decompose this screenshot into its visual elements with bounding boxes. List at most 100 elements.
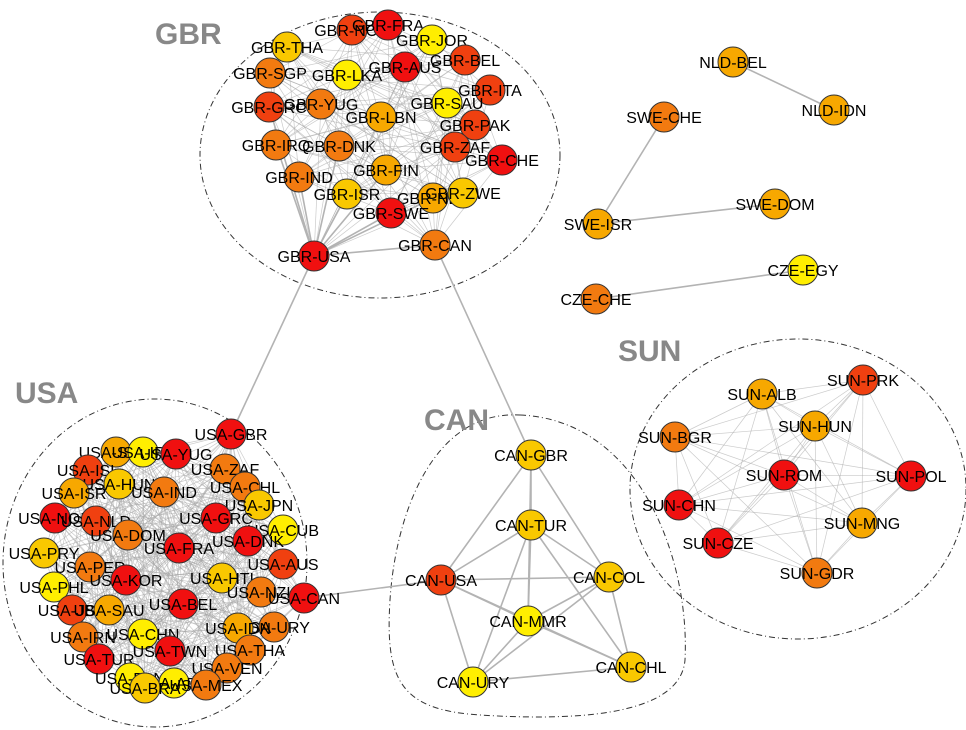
edge-can-gbr-can-col bbox=[530, 454, 610, 578]
node-circle bbox=[512, 605, 544, 637]
mesh-edge-gbr bbox=[298, 176, 436, 246]
node-circle bbox=[190, 669, 222, 701]
mesh-edge-gbr bbox=[380, 116, 464, 194]
node-usa-irl: USA-IRL bbox=[111, 436, 175, 468]
node-sun-prk: SUN-PRK bbox=[827, 364, 899, 396]
node-circle bbox=[801, 557, 833, 589]
mesh-edge-usa bbox=[129, 597, 305, 679]
node-circle bbox=[160, 438, 192, 470]
node-gbr-ind: GBR-IND bbox=[265, 161, 333, 193]
group-title-gbr: GBR bbox=[155, 18, 222, 51]
mesh-edge-usa bbox=[54, 517, 127, 581]
mesh-edge-gbr bbox=[390, 102, 448, 214]
node-circle bbox=[331, 178, 363, 210]
mesh-edge-gbr bbox=[298, 102, 448, 178]
mesh-edge-sun bbox=[861, 379, 864, 524]
node-usa-hti: USA-HTI bbox=[190, 562, 254, 594]
node-sun-chn: SUN-CHN bbox=[642, 489, 716, 521]
node-label: NLD-BEL bbox=[699, 55, 767, 72]
mesh-edge-gbr bbox=[275, 116, 382, 146]
mesh-edge-gbr bbox=[338, 145, 436, 246]
node-can-usa: CAN-USA bbox=[405, 564, 477, 596]
mesh-edge-gbr bbox=[286, 24, 389, 48]
node-circle bbox=[209, 453, 241, 485]
node-label: GBR-ISR bbox=[314, 187, 381, 204]
node-label: CAN-GBR bbox=[494, 448, 568, 465]
node-gbr-nor: GBR-NOR bbox=[314, 14, 390, 46]
node-circle bbox=[211, 652, 243, 684]
node-circle bbox=[267, 514, 299, 546]
node-label: SUN-PRK bbox=[827, 373, 899, 390]
node-circle bbox=[305, 88, 337, 120]
mesh-edge-sun bbox=[678, 474, 785, 506]
node-circle bbox=[419, 229, 451, 261]
node-label: SUN-CHN bbox=[642, 498, 716, 515]
node-label: USA-HUN bbox=[83, 477, 156, 494]
node-usa-ury: USA-URY bbox=[238, 611, 310, 643]
mesh-edge-usa bbox=[108, 609, 251, 651]
mesh-edge-gbr bbox=[346, 74, 448, 104]
mesh-edge-usa bbox=[178, 547, 228, 669]
node-circle bbox=[459, 109, 491, 141]
mesh-edge-usa bbox=[71, 491, 165, 611]
node-circle bbox=[283, 161, 315, 193]
node-label: USA-BRA bbox=[109, 681, 180, 698]
node-label: GBR-ZAF bbox=[420, 140, 490, 157]
node-label: GBR-GRC bbox=[231, 100, 307, 117]
node-circle bbox=[417, 182, 449, 214]
node-gbr-sgp: GBR-SGP bbox=[233, 57, 307, 89]
node-label: USA-TWN bbox=[133, 644, 208, 661]
mesh-edge-gbr bbox=[268, 59, 466, 108]
node-usa-ind: USA-IND bbox=[131, 476, 197, 508]
node-circle bbox=[288, 582, 320, 614]
node-label: USA-IND bbox=[131, 485, 197, 502]
mesh-edge-gbr bbox=[298, 24, 389, 178]
node-label: CZE-EGY bbox=[767, 263, 838, 280]
node-label: SWE-DOM bbox=[735, 197, 814, 214]
node-label: USA-SAU bbox=[73, 603, 144, 620]
node-label: CAN-COL bbox=[573, 570, 645, 587]
mesh-edge-sun bbox=[678, 475, 912, 506]
node-circle bbox=[365, 101, 397, 133]
mesh-edge-usa bbox=[127, 486, 246, 536]
mesh-edge-gbr bbox=[338, 145, 503, 161]
usa-hull bbox=[2, 398, 308, 728]
node-gbr-nld: GBR-NLD bbox=[397, 182, 469, 214]
node-circle bbox=[449, 44, 481, 76]
node-label: SUN-CZE bbox=[682, 536, 753, 553]
node-label: GBR-YUG bbox=[284, 97, 359, 114]
mesh-edge-sun bbox=[717, 393, 763, 544]
mesh-edge-usa bbox=[125, 453, 177, 581]
node-gbr-can: GBR-CAN bbox=[398, 229, 472, 261]
edge-cze-egy-cze-che bbox=[595, 269, 804, 300]
mesh-edge-gbr bbox=[464, 59, 503, 161]
node-circle bbox=[245, 576, 277, 608]
mesh-edge-usa bbox=[89, 566, 223, 579]
node-circle bbox=[323, 130, 355, 162]
node-label: CAN-MMR bbox=[489, 614, 566, 631]
edge-can-ury-can-chl bbox=[472, 666, 632, 683]
node-circle bbox=[582, 208, 614, 240]
node-label: GBR-IND bbox=[265, 170, 333, 187]
node-usa-grc: USA-GRC bbox=[179, 502, 253, 534]
mesh-edge-gbr bbox=[385, 39, 433, 171]
node-usa-dom: USA-DOM bbox=[90, 519, 166, 551]
mesh-edge-gbr bbox=[338, 124, 476, 147]
node-label: USA-CAN bbox=[268, 591, 340, 608]
node-gbr-bel: GBR-BEL bbox=[430, 44, 500, 76]
mesh-edge-usa bbox=[71, 603, 184, 611]
node-usa-aus: USA-AUS bbox=[247, 548, 319, 580]
node-circle bbox=[83, 643, 115, 675]
node-label: GBR-LKA bbox=[312, 68, 383, 85]
edge-gbr-usa-usa-gbr bbox=[230, 255, 315, 435]
mesh-edge-usa bbox=[127, 534, 275, 628]
mesh-edge-gbr bbox=[462, 89, 491, 194]
mesh-edge-gbr bbox=[286, 46, 300, 178]
node-label: GBR-DNK bbox=[302, 139, 376, 156]
mesh-edge-gbr bbox=[268, 102, 448, 108]
node-circle bbox=[746, 378, 778, 410]
mesh-edge-sun bbox=[717, 425, 816, 544]
node-circle bbox=[163, 532, 195, 564]
node-usa-dnk: USA-DNK bbox=[212, 525, 284, 557]
node-label: SUN-MNG bbox=[824, 516, 900, 533]
